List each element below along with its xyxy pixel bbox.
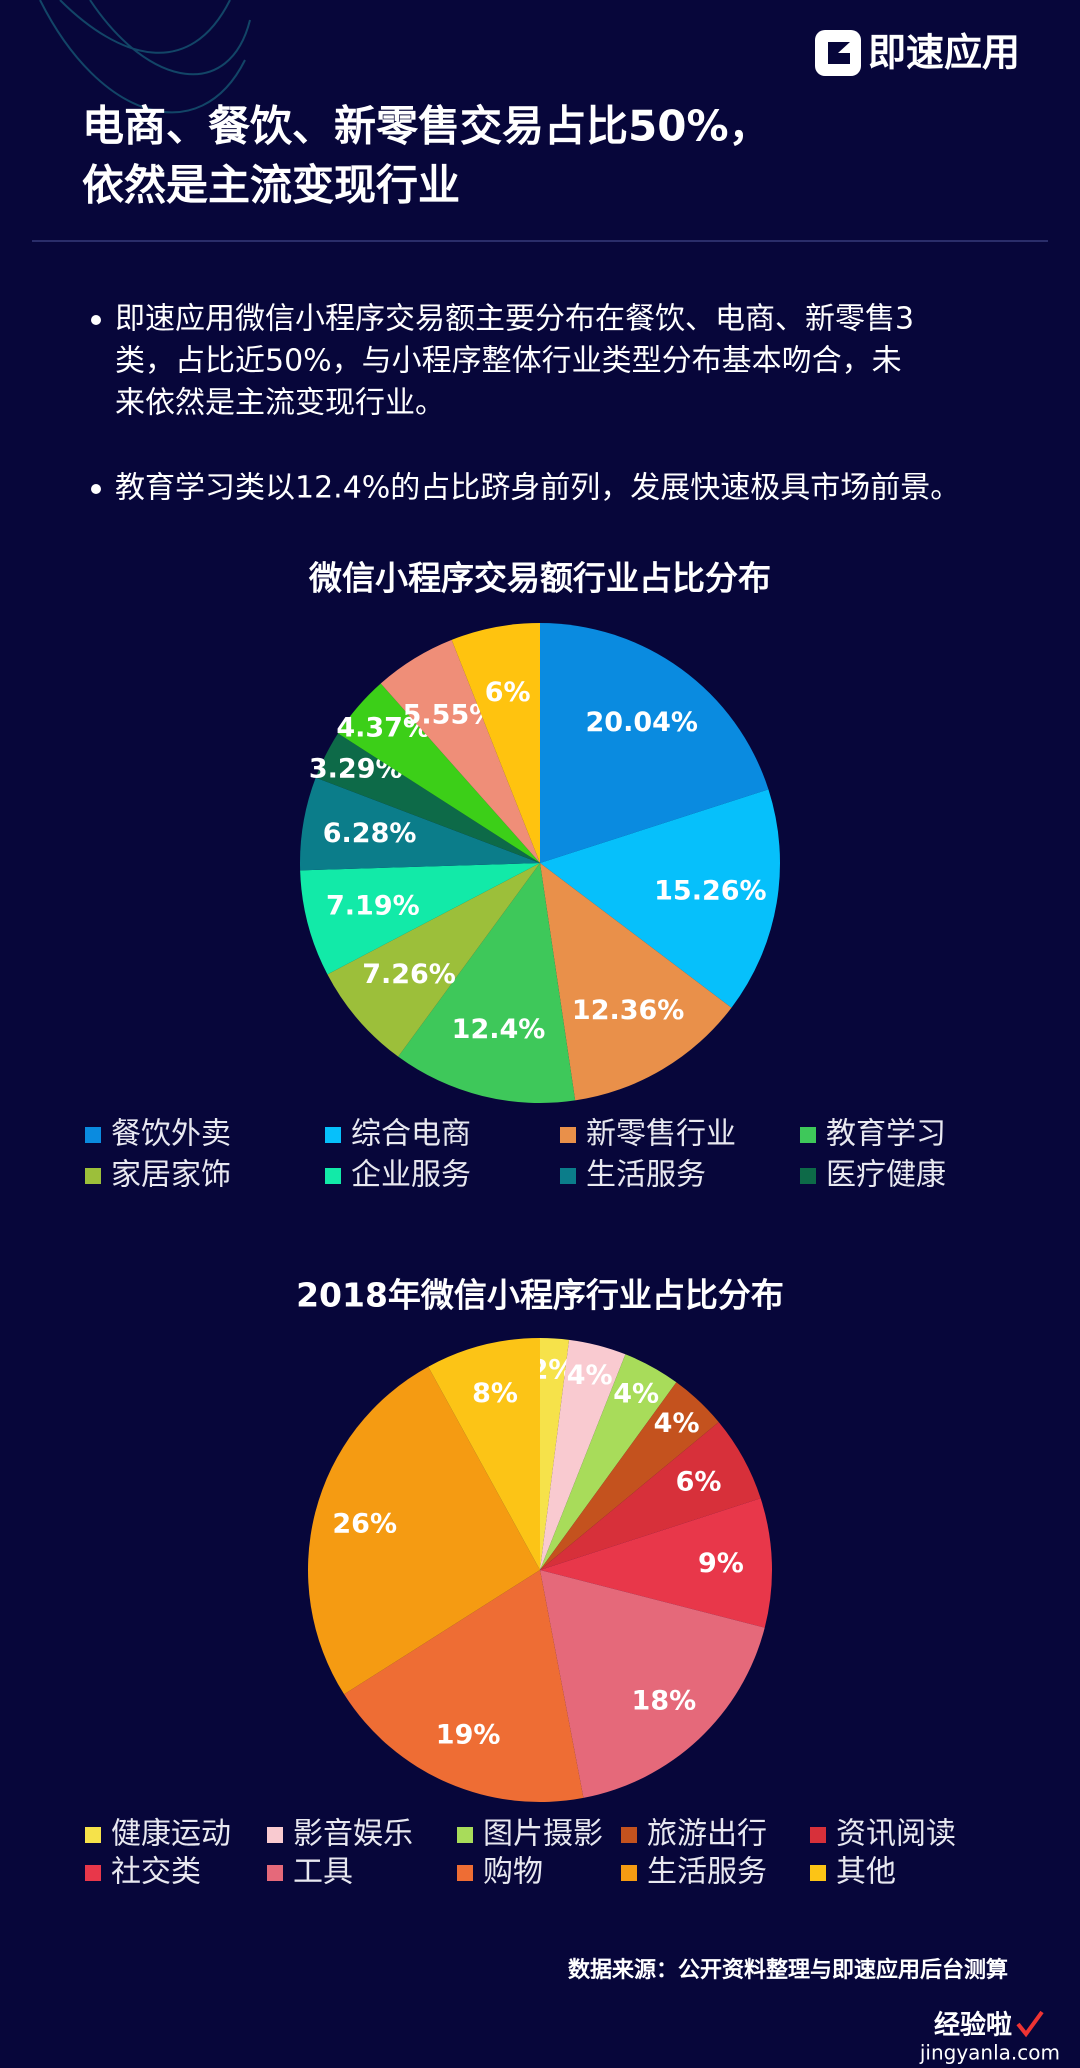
bullet-text: 即速应用微信小程序交易额主要分布在餐饮、电商、新零售3	[115, 302, 914, 337]
legend-swatch	[810, 1865, 826, 1881]
bullet-text: 来依然是主流变现行业。	[115, 386, 445, 421]
legend-swatch	[85, 1827, 101, 1843]
bullet-text: 类，占比近50%，与小程序整体行业类型分布基本吻合，未	[115, 344, 902, 379]
data-label: 8%	[472, 1378, 518, 1409]
legend-label: 新零售行业	[586, 1117, 736, 1152]
legend-swatch	[560, 1168, 576, 1184]
legend-swatch	[85, 1127, 101, 1143]
data-label: 7.19%	[326, 890, 420, 921]
legend-swatch	[621, 1865, 637, 1881]
legend-label: 生活服务	[586, 1158, 706, 1193]
pie-slice	[315, 733, 540, 863]
legend-label: 生活服务	[647, 1855, 767, 1890]
legend-label: 购物	[483, 1855, 543, 1890]
data-label: 6%	[485, 677, 531, 708]
legend-label: 家居家饰	[111, 1158, 231, 1193]
pie-slice	[398, 863, 576, 1103]
pie-slice	[308, 1366, 540, 1695]
legend-label: 图片摄影	[483, 1817, 603, 1852]
legend-swatch	[457, 1865, 473, 1881]
legend-swatch	[800, 1168, 816, 1184]
legend-swatch	[85, 1168, 101, 1184]
pie-slice	[380, 639, 540, 863]
pie-slice	[540, 789, 780, 1008]
legend-label: 影音娱乐	[293, 1817, 413, 1852]
legend-swatch	[800, 1127, 816, 1143]
legend-swatch	[325, 1127, 341, 1143]
data-label: 19%	[436, 1720, 501, 1751]
data-label: 15.26%	[654, 875, 766, 906]
pie-slice	[300, 863, 540, 975]
watermark-check	[1016, 2010, 1044, 2038]
title: 电商、餐饮、新零售交易占比50%，	[82, 102, 771, 151]
legend-label: 综合电商	[351, 1117, 471, 1152]
legend-swatch	[267, 1865, 283, 1881]
pie-slice	[540, 1339, 626, 1570]
legend-label: 企业服务	[351, 1158, 471, 1193]
pie-slice	[344, 1570, 584, 1802]
pie-slice	[540, 1354, 677, 1570]
data-label: 9%	[698, 1548, 744, 1579]
legend-label: 教育学习	[826, 1117, 946, 1152]
pie-slice	[451, 623, 540, 863]
pie-slice	[540, 1382, 719, 1570]
legend-label: 餐饮外卖	[111, 1117, 231, 1152]
legend-label: 工具	[293, 1855, 353, 1890]
legend-label: 资讯阅读	[836, 1817, 956, 1852]
bullet-text: 教育学习类以12.4%的占比跻身前列，发展快速极具市场前景。	[115, 471, 960, 506]
pie-slice	[540, 1338, 570, 1570]
pie-slice	[540, 1422, 761, 1570]
bullet-dot	[91, 484, 101, 494]
bullet-dot	[91, 315, 101, 325]
data-label: 12.36%	[572, 995, 684, 1026]
legend-label: 社交类	[111, 1855, 201, 1890]
pie-slice	[540, 863, 732, 1101]
data-label: 26%	[332, 1508, 397, 1539]
data-label: 4%	[654, 1408, 700, 1439]
legend-swatch	[267, 1827, 283, 1843]
data-label: 4%	[613, 1379, 659, 1410]
legend-label: 旅游出行	[647, 1817, 767, 1852]
pie-slice	[338, 683, 540, 863]
chart-title: 微信小程序交易额行业占比分布	[308, 559, 771, 598]
pie-slice	[540, 1498, 772, 1628]
decoration	[39, 0, 251, 114]
data-label: 18%	[632, 1685, 697, 1716]
chart-title: 2018年微信小程序行业占比分布	[296, 1276, 784, 1315]
data-label: 6.28%	[323, 818, 417, 849]
data-label: 7.26%	[362, 959, 456, 990]
pie-slice	[327, 863, 540, 1057]
logo-mark	[828, 42, 850, 64]
pie-slice	[300, 777, 540, 871]
watermark: jingyanla.com	[919, 2041, 1060, 2065]
legend-swatch	[457, 1827, 473, 1843]
data-label: 12.4%	[452, 1014, 546, 1045]
legend-swatch	[85, 1865, 101, 1881]
data-label: 20.04%	[586, 707, 698, 738]
source: 数据来源：公开资料整理与即速应用后台测算	[568, 1957, 1008, 1983]
legend-swatch	[560, 1127, 576, 1143]
legend-label: 健康运动	[111, 1817, 231, 1852]
pie-slice	[540, 623, 769, 863]
title: 依然是主流变现行业	[82, 161, 460, 210]
pie-slice	[540, 1570, 765, 1798]
legend-swatch	[325, 1168, 341, 1184]
watermark: 经验啦	[934, 2010, 1012, 2041]
legend-label: 其他	[836, 1855, 896, 1890]
data-label: 4%	[567, 1360, 613, 1391]
legend-swatch	[810, 1827, 826, 1843]
logo-text: 即速应用	[868, 31, 1020, 75]
data-label: 6%	[676, 1466, 722, 1497]
legend-swatch	[621, 1827, 637, 1843]
legend-label: 医疗健康	[826, 1158, 946, 1193]
pie-slice	[428, 1338, 540, 1570]
